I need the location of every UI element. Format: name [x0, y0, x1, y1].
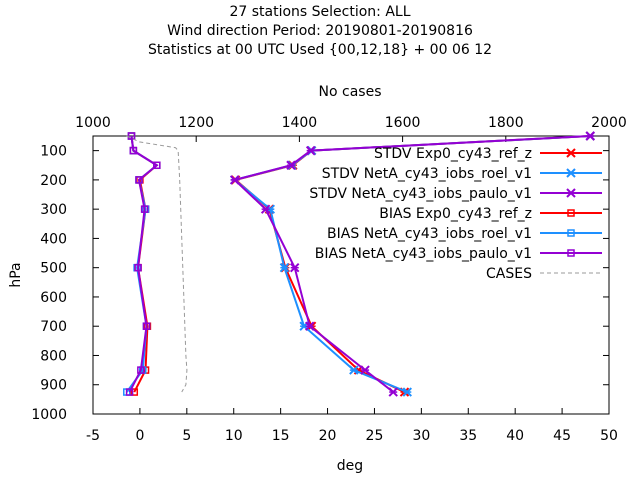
title-line-3: Statistics at 00 UTC Used {00,12,18} + 0…	[148, 42, 492, 58]
x-tick-label: 0	[135, 428, 144, 444]
series-line-4	[125, 135, 159, 393]
title-line-2: Wind direction Period: 20190801-20190816	[167, 23, 473, 39]
point-marker-x	[305, 145, 316, 156]
chart-title: 27 stations Selection: ALL Wind directio…	[148, 4, 492, 58]
y-tick-label: 700	[40, 319, 67, 335]
point-marker-square	[153, 161, 161, 170]
point-marker-x	[290, 262, 300, 273]
x-tick-label: -5	[86, 428, 100, 444]
y-tick-label: 800	[40, 348, 67, 364]
legend-label: BIAS Exp0_cy43_ref_z	[379, 206, 532, 222]
point-marker-x	[279, 262, 290, 273]
x-tick-label: 30	[412, 428, 430, 444]
point-marker-square	[142, 322, 151, 330]
legend-marker-square	[567, 229, 575, 237]
y-tick-label: 500	[40, 261, 67, 277]
x2-tick-label: 2000	[591, 115, 627, 131]
y-tick-label: 200	[40, 173, 67, 189]
point-marker-x	[585, 131, 595, 141]
x2-tick-label: 1000	[75, 115, 111, 131]
x2-tick-label: 1200	[178, 115, 214, 131]
legend-marker-x	[566, 188, 576, 198]
marker-stroke	[566, 188, 576, 198]
x-tick-label: 25	[366, 428, 384, 444]
x-tick-label: 50	[600, 428, 618, 444]
point-marker-x	[305, 321, 315, 331]
legend-marker-x	[566, 148, 576, 158]
x-tick-label: 20	[319, 428, 337, 444]
legend-label: STDV Exp0_cy43_ref_z	[374, 146, 532, 162]
point-marker-x	[360, 365, 370, 375]
legend-marker-square	[567, 209, 575, 217]
point-marker-square	[129, 146, 138, 155]
x-tick-label: 45	[553, 428, 571, 444]
x2-tick-label: 1600	[385, 115, 421, 131]
y-tick-label: 1000	[31, 407, 67, 423]
x-axis-label: deg	[337, 458, 363, 474]
point-marker-square	[134, 263, 142, 272]
y-tick-label: 900	[40, 378, 67, 394]
point-marker-x	[286, 160, 296, 170]
point-marker-x	[402, 387, 412, 397]
point-marker-square	[125, 388, 134, 396]
point-marker-x	[388, 387, 398, 397]
point-marker-x	[260, 204, 271, 214]
y-axis-label: hPa	[8, 262, 24, 287]
x2-tick-label: 1400	[282, 115, 318, 131]
point-marker-square	[130, 388, 139, 396]
x-tick-label: 15	[272, 428, 290, 444]
x-tick-label: 5	[182, 428, 191, 444]
point-marker-square	[140, 205, 149, 213]
y-tick-label: 600	[40, 290, 67, 306]
legend-marker-square	[567, 249, 575, 257]
series-line-5	[128, 135, 159, 393]
y-tick-label: 300	[40, 202, 67, 218]
point-marker-x	[229, 175, 240, 185]
x-tick-label: 40	[506, 428, 524, 444]
marker-stroke	[566, 148, 576, 158]
legend-label: STDV NetA_cy43_iobs_paulo_v1	[309, 186, 532, 202]
legend-label: STDV NetA_cy43_iobs_roel_v1	[322, 166, 532, 182]
x2-tick-label: 1800	[488, 115, 524, 131]
y-tick-label: 400	[40, 231, 67, 247]
point-marker-square	[135, 176, 143, 184]
point-marker-x	[349, 365, 359, 375]
y-tick-label: 100	[40, 144, 67, 160]
plot-frame	[92, 135, 610, 415]
x-tick-label: 10	[225, 428, 243, 444]
plot-area: -5 0 5 10 15 20 25 30 35 40 45 50 1000 1200 1400 1600 18…	[31, 115, 626, 444]
legend-label: BIAS NetA_cy43_iobs_paulo_v1	[315, 246, 532, 262]
legend-label: BIAS NetA_cy43_iobs_roel_v1	[327, 226, 532, 242]
legend-label: CASES	[486, 266, 532, 282]
point-marker-square	[137, 366, 145, 374]
x2-axis-label: No cases	[319, 84, 382, 100]
title-line-1: 27 stations Selection: ALL	[229, 4, 410, 20]
x-tick-label: 35	[459, 428, 477, 444]
point-marker-square	[127, 132, 136, 140]
legend: STDV Exp0_cy43_ref_z STDV NetA_cy43_iobs_…	[309, 146, 602, 282]
legend-marker-x	[566, 168, 576, 178]
series-line-6	[126, 135, 188, 393]
marker-stroke	[566, 168, 576, 178]
